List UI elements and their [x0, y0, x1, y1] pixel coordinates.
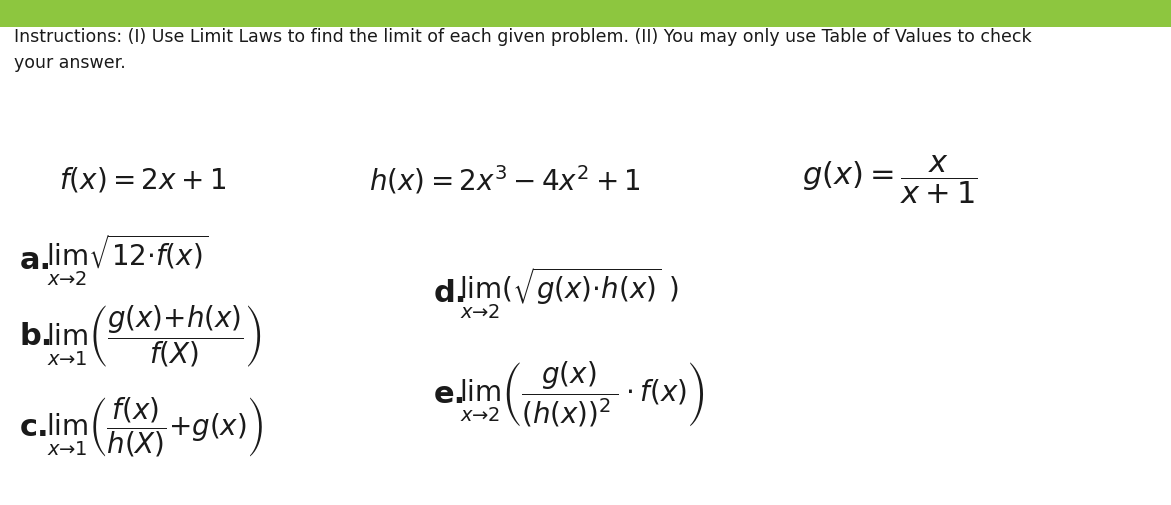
Text: $\lim_{x \to 2}(\sqrt{g(x) \cdot h(x)}\ )$: $\lim_{x \to 2}(\sqrt{g(x) \cdot h(x)}\ …	[459, 265, 679, 321]
Text: $g(x) = \dfrac{x}{x+1}$: $g(x) = \dfrac{x}{x+1}$	[802, 153, 978, 206]
Text: b.: b.	[20, 321, 54, 350]
Text: Instructions: (I) Use Limit Laws to find the limit of each given problem. (II) Y: Instructions: (I) Use Limit Laws to find…	[14, 28, 1032, 71]
Text: $f(x) = 2x + 1$: $f(x) = 2x + 1$	[59, 165, 226, 194]
Text: a.: a.	[20, 245, 52, 275]
Text: $\lim_{x \to 1}\left(\dfrac{f(x)}{h(X)} + g(x)\right)$: $\lim_{x \to 1}\left(\dfrac{f(x)}{h(X)} …	[46, 395, 262, 459]
Bar	[0, 0, 1171, 28]
Text: e.: e.	[433, 379, 466, 409]
Text: c.: c.	[20, 412, 49, 441]
Text: $\lim_{x \to 2}\left(\dfrac{g(x)}{(h(x))^2} \cdot f(x)\right)$: $\lim_{x \to 2}\left(\dfrac{g(x)}{(h(x))…	[459, 359, 705, 429]
Text: $h(x) = 2x^3 - 4x^2 + 1$: $h(x) = 2x^3 - 4x^2 + 1$	[369, 163, 641, 196]
Text: $\lim_{x \to 2} \sqrt{12 \cdot f(x)}$: $\lim_{x \to 2} \sqrt{12 \cdot f(x)}$	[46, 232, 208, 288]
Text: $\lim_{x \to 1}\left(\dfrac{g(x)+h(x)}{f(X)}\right)$: $\lim_{x \to 1}\left(\dfrac{g(x)+h(x)}{f…	[46, 302, 261, 369]
Text: d.: d.	[433, 278, 467, 308]
